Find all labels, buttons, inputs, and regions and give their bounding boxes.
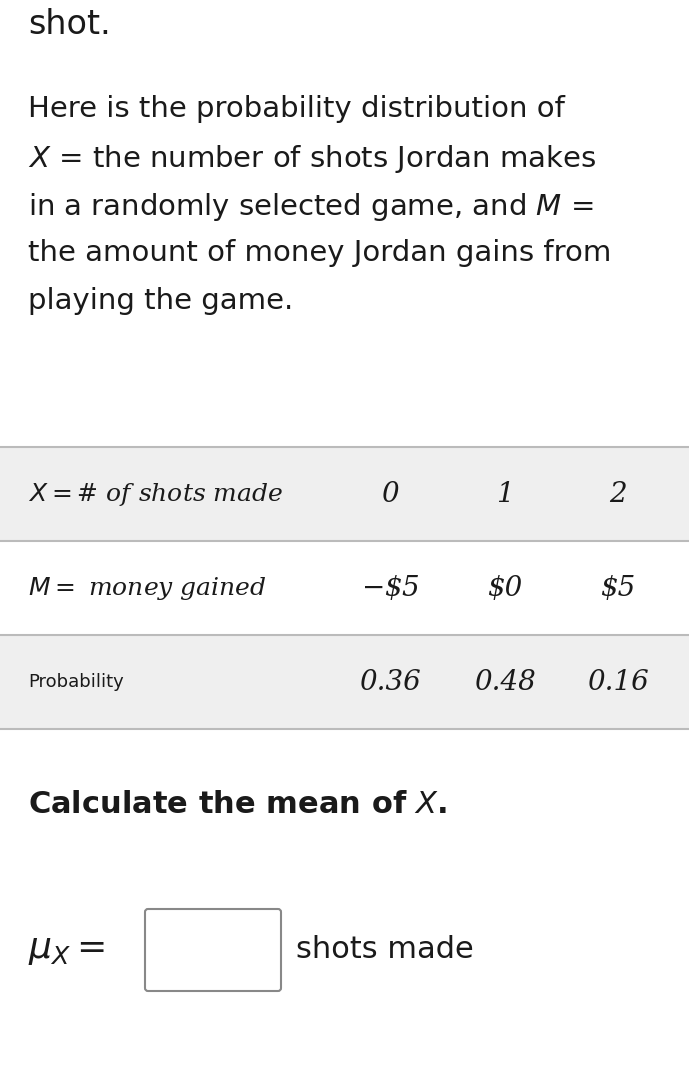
Text: \$0: \$0 (487, 574, 523, 601)
Bar (0, 540, 689, 635)
Text: the amount of money Jordan gains from: the amount of money Jordan gains from (28, 239, 611, 267)
Text: 2: 2 (609, 480, 627, 507)
Bar (0, 635, 689, 729)
Text: $X = \#$ of shots made: $X = \#$ of shots made (28, 480, 283, 507)
Text: \$5: \$5 (600, 574, 636, 601)
Text: Here is the probability distribution of: Here is the probability distribution of (28, 95, 565, 123)
Text: $-$\$5: $-$\$5 (360, 574, 420, 602)
Text: Calculate the mean of $\mathit{X}$.: Calculate the mean of $\mathit{X}$. (28, 790, 447, 819)
Text: shot.: shot. (28, 8, 111, 41)
Text: 1: 1 (496, 480, 514, 507)
Text: 0.36: 0.36 (359, 668, 421, 695)
Text: 0.48: 0.48 (474, 668, 536, 695)
Bar (0, 448, 689, 540)
Text: in a randomly selected game, and $\mathit{M}$ =: in a randomly selected game, and $\mathi… (28, 191, 594, 223)
Text: $\mathit{X}$ = the number of shots Jordan makes: $\mathit{X}$ = the number of shots Jorda… (28, 143, 596, 175)
Text: 0.16: 0.16 (587, 668, 649, 695)
FancyBboxPatch shape (145, 909, 281, 991)
Text: 0: 0 (381, 480, 399, 507)
Text: Probability: Probability (28, 673, 124, 691)
Text: playing the game.: playing the game. (28, 286, 294, 315)
Text: $M =$ money gained: $M =$ money gained (28, 574, 267, 601)
Text: $\mu_X =$: $\mu_X =$ (28, 933, 105, 967)
Text: shots made: shots made (296, 935, 474, 964)
